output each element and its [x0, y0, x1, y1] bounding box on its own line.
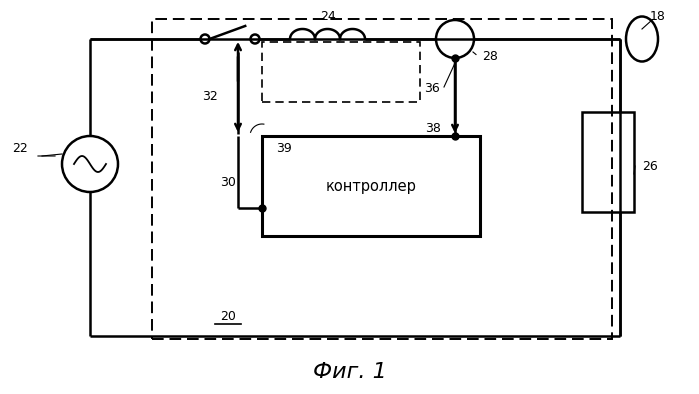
Circle shape [201, 35, 210, 43]
Bar [262, 136, 480, 236]
Text: 20: 20 [220, 310, 236, 323]
Text: 28: 28 [482, 50, 498, 63]
Circle shape [250, 35, 259, 43]
Bar [582, 112, 634, 212]
Text: Фиг. 1: Фиг. 1 [313, 362, 387, 382]
Text: 24: 24 [320, 9, 336, 22]
Text: 26: 26 [642, 160, 658, 173]
Circle shape [436, 20, 474, 58]
Text: 18: 18 [650, 9, 666, 22]
Text: 22: 22 [12, 143, 28, 156]
Text: 30: 30 [220, 175, 236, 188]
Text: контроллер: контроллер [326, 178, 417, 193]
Bar [152, 19, 612, 339]
Text: 38: 38 [425, 121, 441, 134]
Text: 39: 39 [276, 141, 292, 154]
Bar [262, 42, 420, 102]
Text: 32: 32 [202, 89, 218, 102]
Text: 36: 36 [424, 82, 440, 95]
